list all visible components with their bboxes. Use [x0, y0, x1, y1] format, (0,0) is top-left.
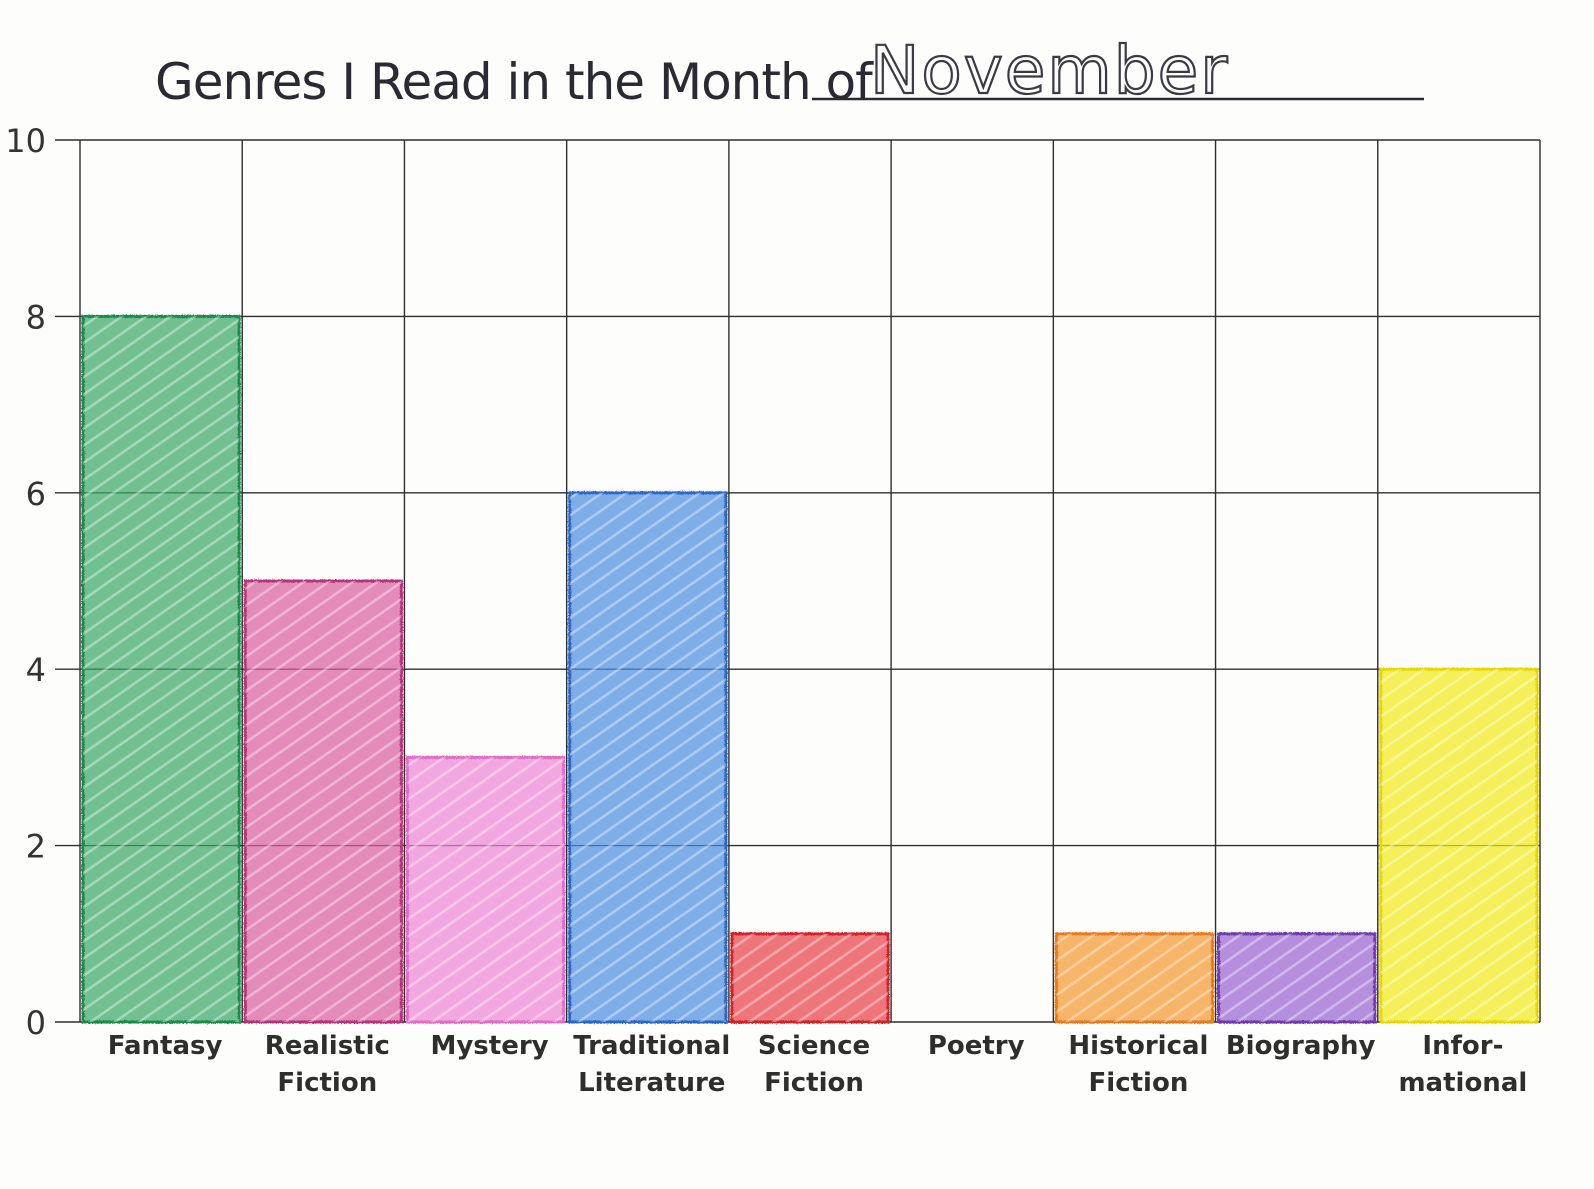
x-tick-label: Fantasy — [108, 1031, 223, 1061]
bar — [1054, 932, 1215, 1024]
x-tick-label: mational — [1398, 1068, 1527, 1098]
bar — [405, 755, 566, 1024]
bar-texture — [407, 757, 564, 1022]
y-axis-ticks: 0 2 4 6 8 10 — [5, 122, 46, 1042]
x-tick-label: Poetry — [928, 1031, 1025, 1061]
chart-grid — [55, 139, 1541, 1023]
bar-texture — [1218, 933, 1375, 1022]
x-tick-label: Historical — [1068, 1031, 1208, 1061]
x-axis-labels: Fantasy Realistic Fiction Mystery Traditiona… — [108, 1031, 1528, 1098]
x-tick-label: Realistic — [265, 1031, 390, 1061]
x-tick-label: Literature — [578, 1068, 725, 1098]
x-tick-label: Science — [758, 1031, 870, 1061]
x-tick-label: Fiction — [277, 1068, 377, 1098]
x-tick-label: Fiction — [1089, 1068, 1189, 1098]
x-tick-label: Traditional — [573, 1031, 730, 1061]
bar-texture — [569, 492, 726, 1022]
bar — [81, 314, 241, 1024]
chart-title: Genres I Read in the Month of — [155, 53, 874, 111]
bar — [243, 579, 403, 1024]
bar-texture — [731, 933, 889, 1022]
x-tick-label: Fiction — [764, 1068, 864, 1098]
y-tick-label: 10 — [5, 122, 46, 160]
y-tick-label: 8 — [26, 298, 46, 336]
bar — [568, 491, 728, 1024]
x-tick-label: Mystery — [430, 1031, 548, 1061]
y-tick-label: 2 — [26, 828, 46, 866]
bar-texture — [245, 581, 402, 1022]
bar — [1379, 667, 1539, 1024]
bar — [730, 932, 890, 1024]
bar — [1217, 932, 1377, 1024]
x-tick-label: Biography — [1226, 1031, 1376, 1061]
y-tick-label: 4 — [26, 651, 46, 689]
bar-texture — [83, 316, 240, 1022]
chart-bars — [81, 314, 1539, 1024]
bar-texture — [1056, 933, 1213, 1022]
bar-texture — [1380, 669, 1537, 1022]
y-tick-label: 0 — [26, 1004, 46, 1042]
x-tick-label: Infor- — [1422, 1031, 1503, 1061]
chart-month: November — [870, 32, 1229, 109]
y-tick-label: 6 — [26, 475, 46, 513]
